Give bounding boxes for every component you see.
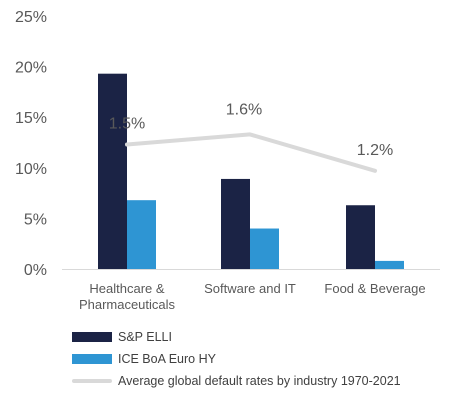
legend-item-ice-boa: ICE BoA Euro HY xyxy=(72,348,401,370)
bar-ice-boa xyxy=(375,260,404,269)
y-tick-label: 0% xyxy=(24,262,47,279)
legend-label-sp-elli: S&P ELLI xyxy=(118,330,172,344)
legend-label-average-default: Average global default rates by industry… xyxy=(118,374,401,388)
x-category-label: Software and IT xyxy=(204,281,296,296)
bar-sp-elli xyxy=(98,73,127,270)
bar-ice-boa xyxy=(250,228,279,269)
y-tick-label: 25% xyxy=(15,9,47,26)
legend: S&P ELLI ICE BoA Euro HY Average global … xyxy=(72,326,401,392)
bar-sp-elli xyxy=(221,178,250,269)
bar-sp-elli xyxy=(346,205,375,269)
legend-item-average-default: Average global default rates by industry… xyxy=(72,370,401,392)
x-category-label: Food & Beverage xyxy=(324,281,425,296)
y-tick-label: 20% xyxy=(15,60,47,77)
legend-swatch-average-default xyxy=(72,379,112,383)
y-tick-label: 5% xyxy=(24,211,47,228)
average-default-label: 1.5% xyxy=(109,116,145,133)
legend-swatch-ice-boa xyxy=(72,354,112,364)
average-default-label: 1.6% xyxy=(226,101,262,118)
average-default-label: 1.2% xyxy=(357,142,393,159)
y-tick-label: 15% xyxy=(15,110,47,127)
legend-swatch-sp-elli xyxy=(72,332,112,342)
legend-item-sp-elli: S&P ELLI xyxy=(72,326,401,348)
bar-ice-boa xyxy=(127,200,156,269)
chart: 0% 5% 10% 15% 20% 25% 1.5% 1.6% 1.2% Healthcare &… xyxy=(15,9,440,312)
y-tick-label: 10% xyxy=(15,161,47,178)
legend-label-ice-boa: ICE BoA Euro HY xyxy=(118,352,216,366)
average-default-line xyxy=(125,132,377,173)
x-category-label: Healthcare & Pharmaceuticals xyxy=(79,281,176,312)
